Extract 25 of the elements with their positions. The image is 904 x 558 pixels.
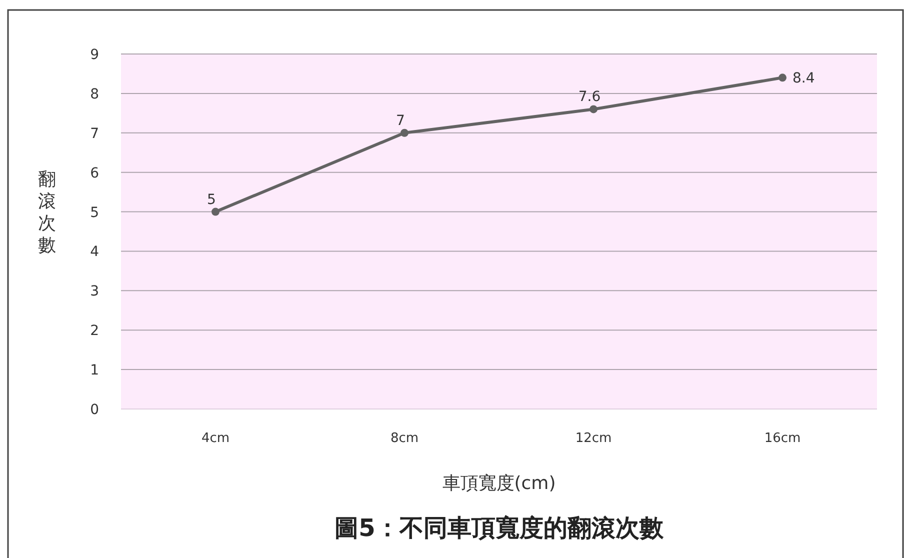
y-tick-label: 5: [90, 204, 99, 221]
x-axis-title: 車頂寬度(cm): [442, 473, 556, 494]
y-tick-label: 8: [90, 86, 99, 102]
data-label: 8.4: [792, 70, 815, 87]
y-tick-label: 9: [90, 47, 99, 63]
y-tick-label: 1: [90, 362, 99, 379]
data-label: 7: [396, 112, 405, 129]
point: [778, 74, 786, 82]
y-tick-label: 6: [90, 165, 100, 182]
x-tick-label: 8cm: [390, 431, 419, 446]
y-tick-label: 4: [90, 244, 100, 260]
y-axis-title: 翻滾次數: [38, 169, 56, 256]
point: [212, 208, 220, 216]
x-tick-label: 12cm: [575, 431, 612, 446]
text: 圖5：不同車頂寬度的翻滾次數: [334, 514, 664, 542]
x-tick-label: 4cm: [201, 431, 230, 446]
data-label: 7.6: [578, 89, 601, 106]
y-tick-label: 0: [90, 402, 99, 418]
data-label: 5: [207, 192, 216, 208]
point: [590, 105, 598, 114]
y-tick-label: 7: [90, 126, 99, 142]
x-tick-label: 16cm: [764, 431, 801, 446]
y-tick-label: 2: [90, 323, 99, 340]
point: [400, 128, 408, 137]
y-tick-label: 3: [90, 284, 99, 300]
